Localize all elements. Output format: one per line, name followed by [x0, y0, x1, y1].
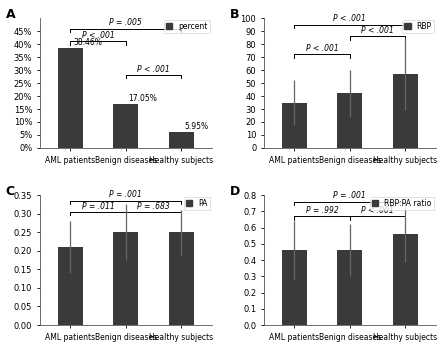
Text: C: C [5, 185, 15, 198]
Bar [113, 104, 138, 148]
Bar [58, 48, 83, 148]
Text: P = .683: P = .683 [137, 202, 170, 211]
Text: 17.05%: 17.05% [129, 94, 157, 103]
Legend: RBP:PA ratio: RBP:PA ratio [370, 197, 434, 210]
Bar [169, 232, 194, 325]
Bar [393, 74, 418, 148]
Bar [282, 250, 307, 325]
Bar [58, 247, 83, 325]
Text: 5.95%: 5.95% [184, 122, 208, 132]
Text: P < .001: P < .001 [361, 26, 394, 35]
Bar [393, 234, 418, 325]
Text: B: B [229, 8, 239, 21]
Bar [337, 93, 362, 148]
Text: P = .001: P = .001 [109, 190, 142, 199]
Text: P < .001: P < .001 [361, 206, 394, 215]
Text: D: D [229, 185, 240, 198]
Text: P < .001: P < .001 [82, 31, 114, 40]
Legend: percent: percent [164, 20, 210, 33]
Bar [337, 250, 362, 325]
Text: P < .001: P < .001 [306, 44, 338, 53]
Text: A: A [5, 8, 15, 21]
Text: P < .001: P < .001 [137, 65, 170, 74]
Bar [282, 103, 307, 148]
Legend: RBP: RBP [402, 20, 434, 33]
Legend: PA: PA [184, 197, 210, 210]
Text: P = .992: P = .992 [306, 206, 338, 215]
Text: P < .001: P < .001 [333, 14, 366, 23]
Bar [169, 133, 194, 148]
Text: P = .011: P = .011 [82, 202, 114, 211]
Text: 38.46%: 38.46% [73, 38, 102, 47]
Text: P = .001: P = .001 [333, 191, 366, 201]
Text: P = .005: P = .005 [109, 18, 142, 27]
Bar [113, 232, 138, 325]
